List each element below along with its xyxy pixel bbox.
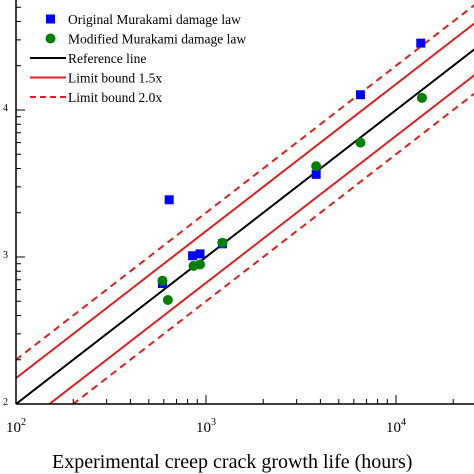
point-original-1 [164, 195, 174, 205]
point-modified-7 [416, 92, 427, 103]
legend-label-3: Limit bound 1.5x [68, 71, 162, 86]
legend-marker-0 [46, 14, 55, 24]
x-tick-label-2: 104 [386, 417, 406, 436]
y-tick-label-0: 2 [3, 397, 8, 408]
legend-label-0: Original Murakami damage law [68, 12, 241, 27]
line-0-0 [16, 48, 474, 404]
point-original-6 [355, 90, 365, 100]
legend: Original Murakami damage law Modified Mur… [30, 12, 246, 105]
point-original-2 [188, 251, 198, 261]
line-1-1 [47, 74, 474, 404]
legend-label-4: Limit bound 2.0x [68, 90, 162, 105]
point-original-7 [416, 38, 426, 48]
x-axis-label: Experimental creep crack growth life (ho… [52, 451, 412, 473]
point-original-5 [311, 169, 321, 179]
legend-label-2: Reference line [68, 51, 146, 66]
axes: 102 103 104 2 3 4 [3, 0, 474, 436]
x-tick-label-1: 103 [196, 417, 216, 436]
legend-marker-1 [45, 33, 56, 44]
point-original-3 [195, 249, 205, 259]
point-modified-5 [311, 161, 322, 172]
x-tick-label-0: 102 [6, 417, 26, 436]
point-modified-6 [355, 137, 366, 148]
y-tick-label-1: 3 [3, 250, 8, 261]
line-2-1 [71, 92, 474, 404]
point-modified-3 [195, 259, 206, 270]
data-points [157, 38, 427, 305]
point-modified-0 [157, 275, 168, 286]
y-tick-label-2: 4 [3, 103, 8, 114]
legend-label-1: Modified Murakami damage law [68, 32, 246, 47]
line-2-0 [16, 4, 474, 362]
point-modified-1 [162, 294, 173, 305]
line-1-0 [16, 22, 474, 380]
point-modified-4 [217, 237, 228, 248]
